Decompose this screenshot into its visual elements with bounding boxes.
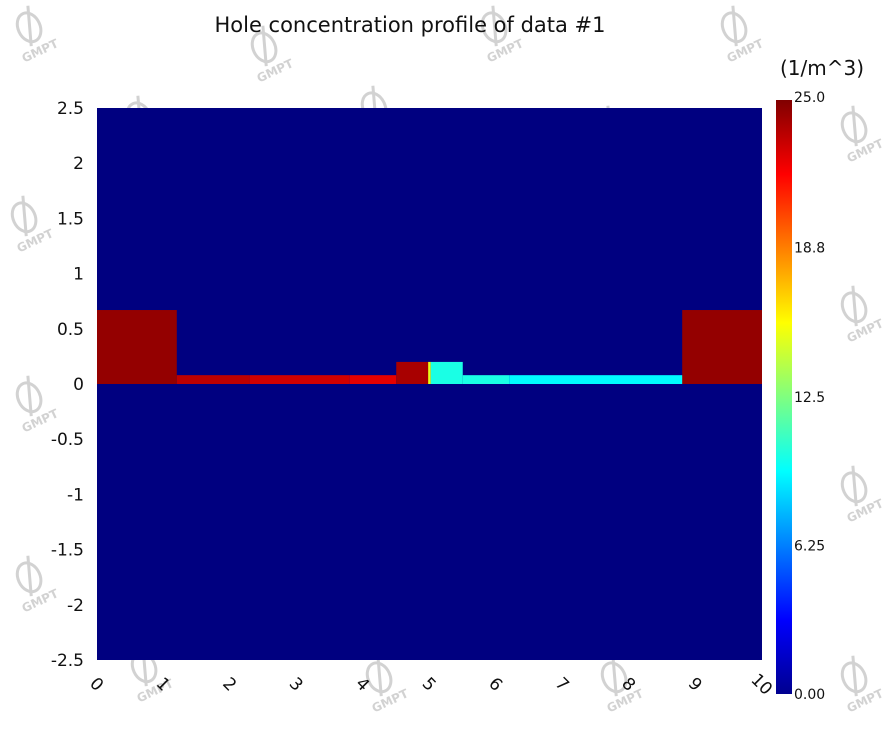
colorbar-tick-label: 12.5 (794, 390, 825, 406)
x-tick-label: 2 (218, 674, 240, 696)
watermark-logo: GMPT (840, 285, 884, 345)
colorbar-tick-label: 25.0 (794, 90, 825, 106)
x-tick-label: 9 (684, 674, 706, 696)
y-tick-label: 2.5 (57, 99, 84, 119)
y-tick-label: 0 (73, 375, 84, 395)
heatmap-region-9 (682, 310, 762, 384)
watermark-logo: GMPT (840, 465, 884, 525)
watermark-logo: GMPT (10, 195, 56, 255)
x-tick-label: 0 (85, 674, 107, 696)
y-tick-label: 1.5 (57, 209, 84, 229)
heatmap-region-8 (509, 375, 762, 384)
y-tick-label: -1 (67, 485, 84, 505)
watermark-logo: GMPT (720, 5, 766, 65)
watermark-logo: GMPT (840, 655, 884, 715)
y-tick-label: -0.5 (51, 430, 84, 450)
x-tick-label: 5 (418, 674, 440, 696)
colorbar-ticks: 25.0 18.8 12.5 6.25 0.00 (794, 90, 825, 703)
colorbar (776, 100, 792, 694)
heatmap-region-1 (176, 375, 250, 384)
colorbar-tick-label: 18.8 (794, 240, 825, 256)
watermark-logo: GMPT (15, 5, 61, 65)
heatmap-region-5 (428, 361, 431, 384)
x-tick-label: 10 (747, 670, 776, 699)
colorbar-title: (1/m^3) (780, 56, 864, 80)
colorbar-tick-label: 0.00 (794, 687, 825, 703)
x-tick-label: 4 (351, 674, 373, 696)
watermark-logo: GMPT (15, 375, 61, 435)
x-axis-ticks: 0 1 2 3 4 5 6 7 8 9 10 (85, 670, 776, 699)
x-tick-label: 3 (285, 674, 307, 696)
y-axis-ticks: 2.5 2 1.5 1 0.5 0 -0.5 -1 -1.5 -2 -2.5 (51, 99, 84, 671)
heatmap-region-7 (462, 375, 510, 384)
y-tick-label: -1.5 (51, 541, 84, 561)
heatmap-region-2 (249, 375, 350, 384)
y-tick-label: 0.5 (57, 320, 84, 340)
data-regions (97, 310, 762, 384)
heatmap-region-3 (349, 375, 397, 384)
watermark-logo: GMPT (840, 105, 884, 165)
heatmap-region-4 (396, 361, 430, 384)
y-tick-label: 2 (73, 154, 84, 174)
colorbar-tick-label: 6.25 (794, 539, 825, 555)
y-tick-label: -2.5 (51, 651, 84, 671)
x-tick-label: 6 (484, 674, 506, 696)
heatmap-region-6 (430, 361, 463, 384)
y-tick-label: -2 (67, 596, 84, 616)
chart-title: Hole concentration profile of data #1 (214, 13, 605, 37)
heatmap-region-0 (97, 310, 177, 384)
y-tick-label: 1 (73, 265, 84, 285)
x-tick-label: 7 (551, 674, 573, 696)
